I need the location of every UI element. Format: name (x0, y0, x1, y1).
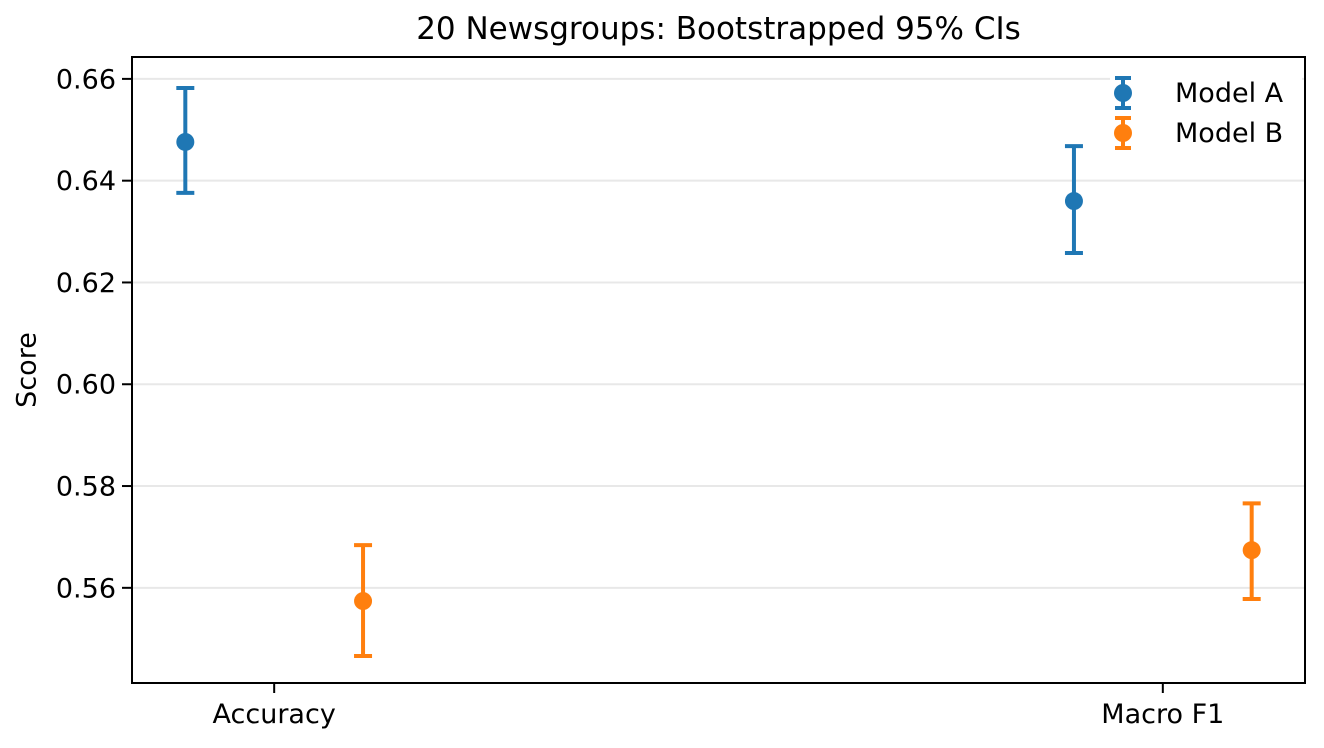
y-tick-label: 0.60 (56, 370, 116, 401)
legend-label-model-b: Model B (1175, 117, 1284, 149)
plot-border (131, 56, 1306, 684)
data-point (1064, 192, 1083, 211)
chart-title: 20 Newsgroups: Bootstrapped 95% CIs (416, 11, 1021, 47)
legend: Model A Model B (1110, 63, 1302, 157)
legend-item-model-a: Model A (1110, 73, 1302, 113)
y-tick-label: 0.62 (56, 268, 116, 299)
y-tick-label: 0.56 (56, 573, 116, 604)
model-a-errorbar-icon (1114, 76, 1132, 110)
legend-label-model-a: Model A (1175, 77, 1284, 109)
data-point (176, 132, 195, 151)
y-tick-label: 0.64 (56, 166, 116, 197)
data-point (354, 592, 373, 611)
legend-item-model-b: Model B (1110, 113, 1302, 153)
y-tick-label: 0.66 (56, 64, 116, 95)
model-b-errorbar-icon (1114, 116, 1132, 150)
x-tick-label: Accuracy (213, 699, 336, 730)
data-point (1242, 541, 1261, 560)
x-tick-label: Macro F1 (1101, 699, 1224, 730)
y-tick-label: 0.58 (56, 471, 116, 502)
